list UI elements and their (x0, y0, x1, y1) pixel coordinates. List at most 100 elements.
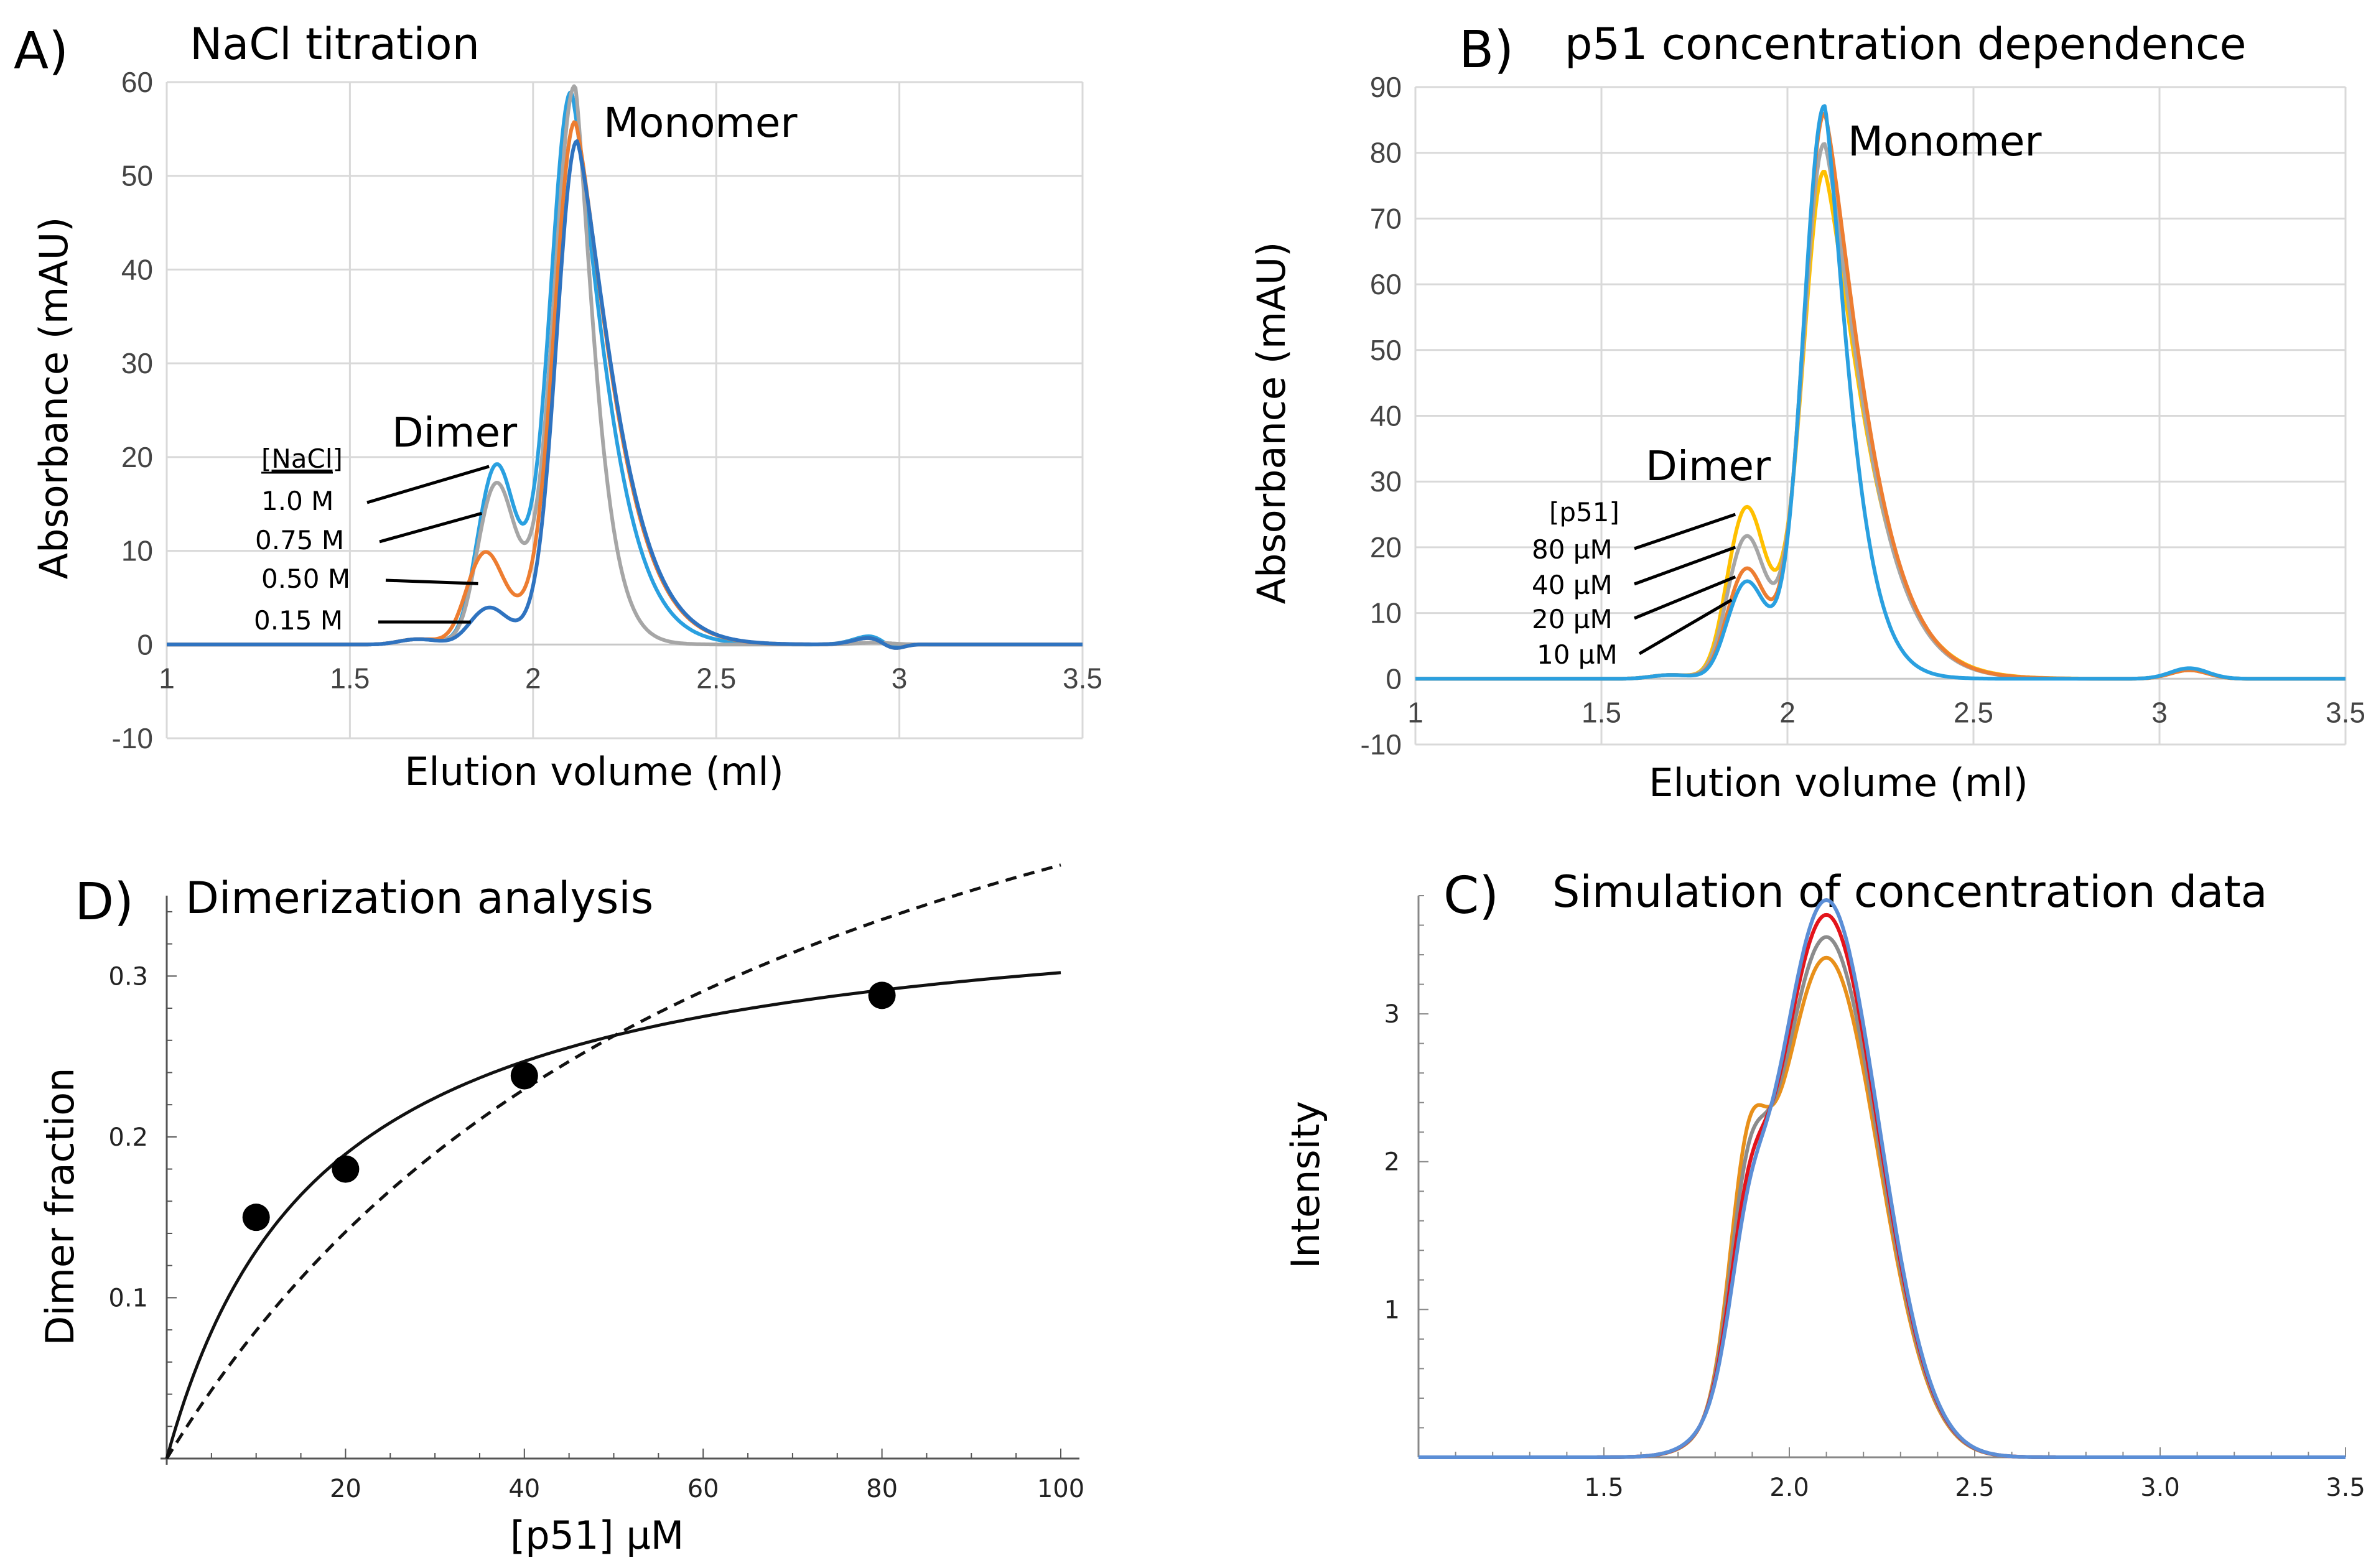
y-tick-label: 50 (121, 160, 153, 192)
panel-c-title: Simulation of concentration data (1552, 866, 2268, 917)
panel-c-y-axis-label: Intensity (1283, 1101, 1328, 1269)
x-tick-label: 1 (159, 662, 175, 694)
legend-label: 0.50 M (261, 564, 350, 594)
panel-d-title: Dimerization analysis (185, 873, 653, 924)
y-tick-label: 60 (121, 66, 153, 98)
series-line (166, 84, 1083, 647)
x-tick-label: 1.5 (330, 662, 370, 694)
panel-b-monomer-annotation: Monomer (1848, 118, 2042, 165)
legend-leader-line (385, 578, 478, 585)
y-tick-label: 0.2 (108, 1123, 148, 1152)
x-tick-label: 2 (1779, 696, 1796, 728)
panel-a-label: A) (14, 22, 68, 81)
panel-b-x-axis-label: Elution volume (ml) (1649, 760, 2028, 805)
series-line (1415, 104, 2346, 681)
y-tick-label: 10 (121, 535, 153, 567)
y-tick-label: 90 (1370, 71, 1402, 103)
y-tick-label: 70 (1370, 202, 1402, 234)
y-tick-label: 2 (1384, 1148, 1400, 1177)
legend-label: 80 µM (1532, 534, 1613, 565)
x-tick-label: 2.5 (696, 662, 736, 694)
data-point (242, 1204, 270, 1232)
legend-label: 0.75 M (255, 525, 344, 555)
legend-label: 0.15 M (254, 605, 343, 636)
panel-c-label: C) (1443, 866, 1499, 925)
legend-leader-line (1638, 598, 1733, 656)
panel-c: C) Simulation of concentration data 1.5 2… (1283, 866, 2365, 1502)
x-tick-label: 3.5 (2326, 1473, 2365, 1502)
panel-d-label: D) (75, 873, 134, 932)
x-tick-label: 40 (508, 1475, 540, 1503)
y-tick-label: 30 (1370, 465, 1402, 498)
legend-leader-line (1634, 513, 1736, 550)
x-tick-label: 2.5 (1955, 1473, 1995, 1502)
x-tick-label: 2.0 (1769, 1473, 1809, 1502)
y-tick-label: 20 (121, 441, 153, 473)
x-tick-label: 3.0 (2140, 1473, 2180, 1502)
y-tick-label: 0 (137, 628, 153, 661)
panel-a-monomer-annotation: Monomer (603, 99, 798, 147)
legend-label: 10 µM (1537, 639, 1618, 670)
panel-b-dimer-annotation: Dimer (1646, 442, 1771, 490)
panel-b-legend-title: [p51] (1549, 497, 1619, 527)
simulated-series-line (1419, 935, 2346, 1459)
x-tick-label: 1.5 (1584, 1473, 1624, 1502)
y-tick-label: 40 (1370, 400, 1402, 432)
panel-b: B) p51 concentration dependence -10 0 10 20… (1249, 19, 2365, 805)
legend-leader-line (379, 511, 483, 544)
simulated-series-line (1419, 898, 2346, 1459)
panel-a-title: NaCl titration (190, 19, 480, 70)
legend-leader-line (1634, 545, 1736, 586)
legend-leader-line (1634, 575, 1736, 620)
solid-fit-curve (165, 971, 1061, 1459)
y-tick-label: -10 (112, 722, 153, 754)
legend-leader-line (366, 465, 490, 504)
x-tick-label: 3.5 (1063, 662, 1102, 694)
data-point (332, 1155, 360, 1183)
y-tick-label: 20 (1370, 531, 1402, 564)
panel-d: D) Dimerization analysis 20 40 60 80 100 0.1 0… (37, 863, 1084, 1558)
panel-a-dimer-annotation: Dimer (392, 409, 518, 457)
x-tick-label: 80 (866, 1475, 898, 1503)
y-tick-label: -10 (1361, 728, 1402, 761)
x-tick-label: 20 (330, 1475, 361, 1503)
x-tick-label: 100 (1037, 1475, 1084, 1503)
y-tick-label: 0 (1386, 662, 1402, 695)
panel-a-y-axis-label: Absorbance (mAU) (31, 217, 77, 580)
y-tick-label: 1 (1384, 1296, 1400, 1324)
panel-a: A) NaCl titration -10 0 10 20 30 40 50 60 1 1.5 2… (14, 19, 1102, 794)
panel-a-legend-title: [NaCl] (261, 443, 343, 474)
y-tick-label: 10 (1370, 597, 1402, 629)
simulated-series-line (1419, 955, 2346, 1459)
panel-d-y-axis-label: Dimer fraction (37, 1068, 83, 1346)
x-tick-label: 3 (892, 662, 908, 694)
series-line (166, 139, 1083, 650)
x-tick-label: 1.5 (1582, 696, 1621, 728)
panel-b-title: p51 concentration dependence (1565, 19, 2247, 70)
y-tick-label: 0.1 (108, 1284, 148, 1312)
y-tick-label: 50 (1370, 334, 1402, 366)
legend-label: 1.0 M (261, 486, 333, 516)
y-tick-label: 30 (121, 347, 153, 379)
x-tick-label: 3.5 (2326, 696, 2365, 728)
x-tick-label: 2.5 (1954, 696, 1993, 728)
y-tick-label: 60 (1370, 268, 1402, 300)
x-tick-label: 3 (2151, 696, 2168, 728)
y-tick-label: 40 (121, 253, 153, 285)
legend-label: 20 µM (1532, 604, 1613, 634)
data-point (510, 1062, 538, 1090)
x-tick-label: 2 (525, 662, 541, 694)
panel-b-y-axis-label: Absorbance (mAU) (1249, 242, 1294, 605)
y-tick-label: 80 (1370, 137, 1402, 169)
x-tick-label: 1 (1407, 696, 1423, 728)
panel-a-x-axis-label: Elution volume (ml) (404, 749, 784, 794)
y-tick-label: 0.3 (108, 962, 148, 991)
panel-d-x-axis-label: [p51] µM (510, 1513, 684, 1558)
y-tick-label: 3 (1384, 1000, 1400, 1029)
x-tick-label: 60 (687, 1475, 719, 1503)
data-point (868, 981, 896, 1009)
legend-label: 40 µM (1532, 570, 1613, 600)
dashed-fit-curve (165, 863, 1061, 1460)
panel-b-label: B) (1459, 21, 1514, 80)
